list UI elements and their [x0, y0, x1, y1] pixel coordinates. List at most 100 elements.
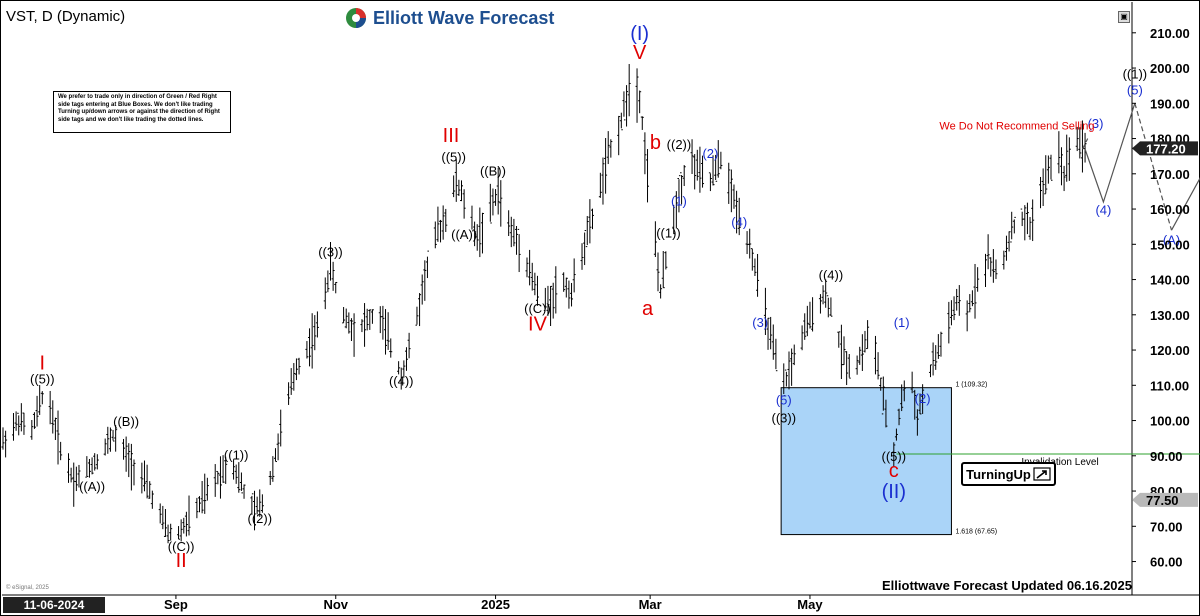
update-footer: Elliottwave Forecast Updated 06.16.2025	[882, 578, 1132, 593]
price-bar	[1010, 211, 1014, 243]
price-bar	[546, 285, 550, 316]
price-bar	[169, 523, 173, 541]
price-bar	[701, 155, 705, 188]
price-bar	[892, 442, 896, 467]
price-bar	[913, 389, 917, 420]
price-bar	[894, 428, 898, 441]
price-bar	[915, 409, 919, 436]
turning-up-badge: TurningUp	[961, 462, 1056, 486]
price-bars	[1, 64, 1087, 544]
price-bar	[158, 503, 162, 524]
trading-note: We prefer to trade only in direction of …	[53, 91, 231, 133]
wave-label: ((3))	[771, 410, 796, 425]
y-tick-label: 190.00	[1150, 96, 1190, 111]
price-bar	[279, 409, 283, 447]
wave-label: ((B))	[480, 164, 506, 179]
arrow-up-right-icon	[1033, 467, 1051, 481]
price-bar	[381, 305, 385, 340]
price-bar	[1078, 127, 1082, 159]
price-bar	[329, 241, 332, 281]
price-bar	[22, 412, 26, 435]
price-bar	[436, 206, 440, 242]
invalidation-line: Invalidation Level90.51	[896, 453, 1200, 468]
price-bar	[360, 319, 364, 333]
wave-label: ((4))	[819, 268, 844, 283]
wave-label: c	[889, 460, 899, 482]
camera-icon[interactable]: ▣	[1118, 11, 1130, 23]
price-bar	[386, 312, 390, 350]
price-bar	[289, 368, 293, 395]
y-tick-label: 120.00	[1150, 343, 1190, 358]
price-bar	[525, 257, 529, 278]
fib-label: 1.618 (67.65)	[955, 529, 997, 536]
price-bar	[1004, 235, 1008, 261]
price-bar	[863, 330, 867, 353]
price-bar	[305, 341, 309, 359]
price-bar	[766, 317, 770, 350]
fib-label: 1 (109.32)	[955, 382, 987, 389]
projection-dashed	[1081, 138, 1089, 150]
y-tick-label: 60.00	[1150, 555, 1183, 570]
x-axis: Sep Nov 2025 Mar May	[164, 595, 823, 612]
price-bar	[680, 172, 684, 205]
price-bar	[315, 311, 319, 338]
price-bar	[56, 410, 60, 465]
price-bar	[659, 284, 663, 299]
wave-label: (II)	[882, 481, 906, 503]
price-bar	[803, 313, 807, 340]
price-bar	[782, 363, 786, 397]
price-bar	[653, 221, 657, 258]
price-bar	[515, 226, 519, 255]
price-bar	[95, 454, 99, 470]
price-bar	[90, 457, 94, 475]
price-bar	[1059, 147, 1063, 186]
price-bar	[145, 464, 149, 499]
price-bar	[640, 116, 644, 130]
turning-up-label: TurningUp	[966, 466, 1031, 482]
wave-label: (4)	[731, 215, 747, 230]
wave-label: III	[443, 125, 460, 147]
price-bar	[842, 336, 846, 366]
price-bar	[287, 382, 291, 405]
price-bar	[627, 64, 631, 117]
price-bar	[949, 300, 953, 326]
brand-name: Elliott Wave Forecast	[373, 7, 555, 28]
price-bar	[847, 354, 851, 379]
price-bar	[1044, 155, 1048, 195]
price-bar	[310, 313, 314, 369]
price-bar	[494, 189, 498, 206]
price-bar	[313, 315, 317, 351]
price-bar	[32, 412, 36, 429]
price-bar	[203, 473, 207, 514]
price-bar	[805, 305, 809, 337]
price-bar	[811, 297, 815, 332]
wave-label: (1)	[671, 194, 687, 209]
price-bar	[509, 216, 513, 248]
price-bar	[866, 320, 870, 350]
price-bar	[591, 208, 594, 230]
x-tick-label: Mar	[639, 597, 662, 612]
price-bar	[444, 208, 448, 232]
price-bar	[1049, 154, 1053, 181]
price-bar	[562, 272, 566, 292]
price-bar	[800, 325, 804, 351]
price-bar	[250, 493, 254, 515]
price-bar	[404, 347, 408, 371]
price-bar	[184, 511, 188, 537]
projection-solid	[1170, 176, 1200, 231]
price-bar	[763, 287, 767, 335]
price-bar	[690, 139, 694, 175]
price-bar	[984, 253, 987, 288]
chart-frame	[2, 2, 1199, 596]
price-bar	[326, 270, 330, 293]
current-date-tag: 11-06-2024	[3, 597, 105, 613]
price-bar	[952, 296, 956, 321]
price-bar	[4, 430, 8, 458]
wave-label: ((4))	[389, 373, 414, 388]
wave-label: ((2))	[247, 511, 272, 526]
price-bar	[475, 224, 479, 251]
price-bar	[224, 456, 228, 484]
chart-title: VST, D (Dynamic)	[6, 8, 126, 25]
wave-label: (3)	[752, 315, 768, 330]
price-bar	[11, 412, 15, 441]
